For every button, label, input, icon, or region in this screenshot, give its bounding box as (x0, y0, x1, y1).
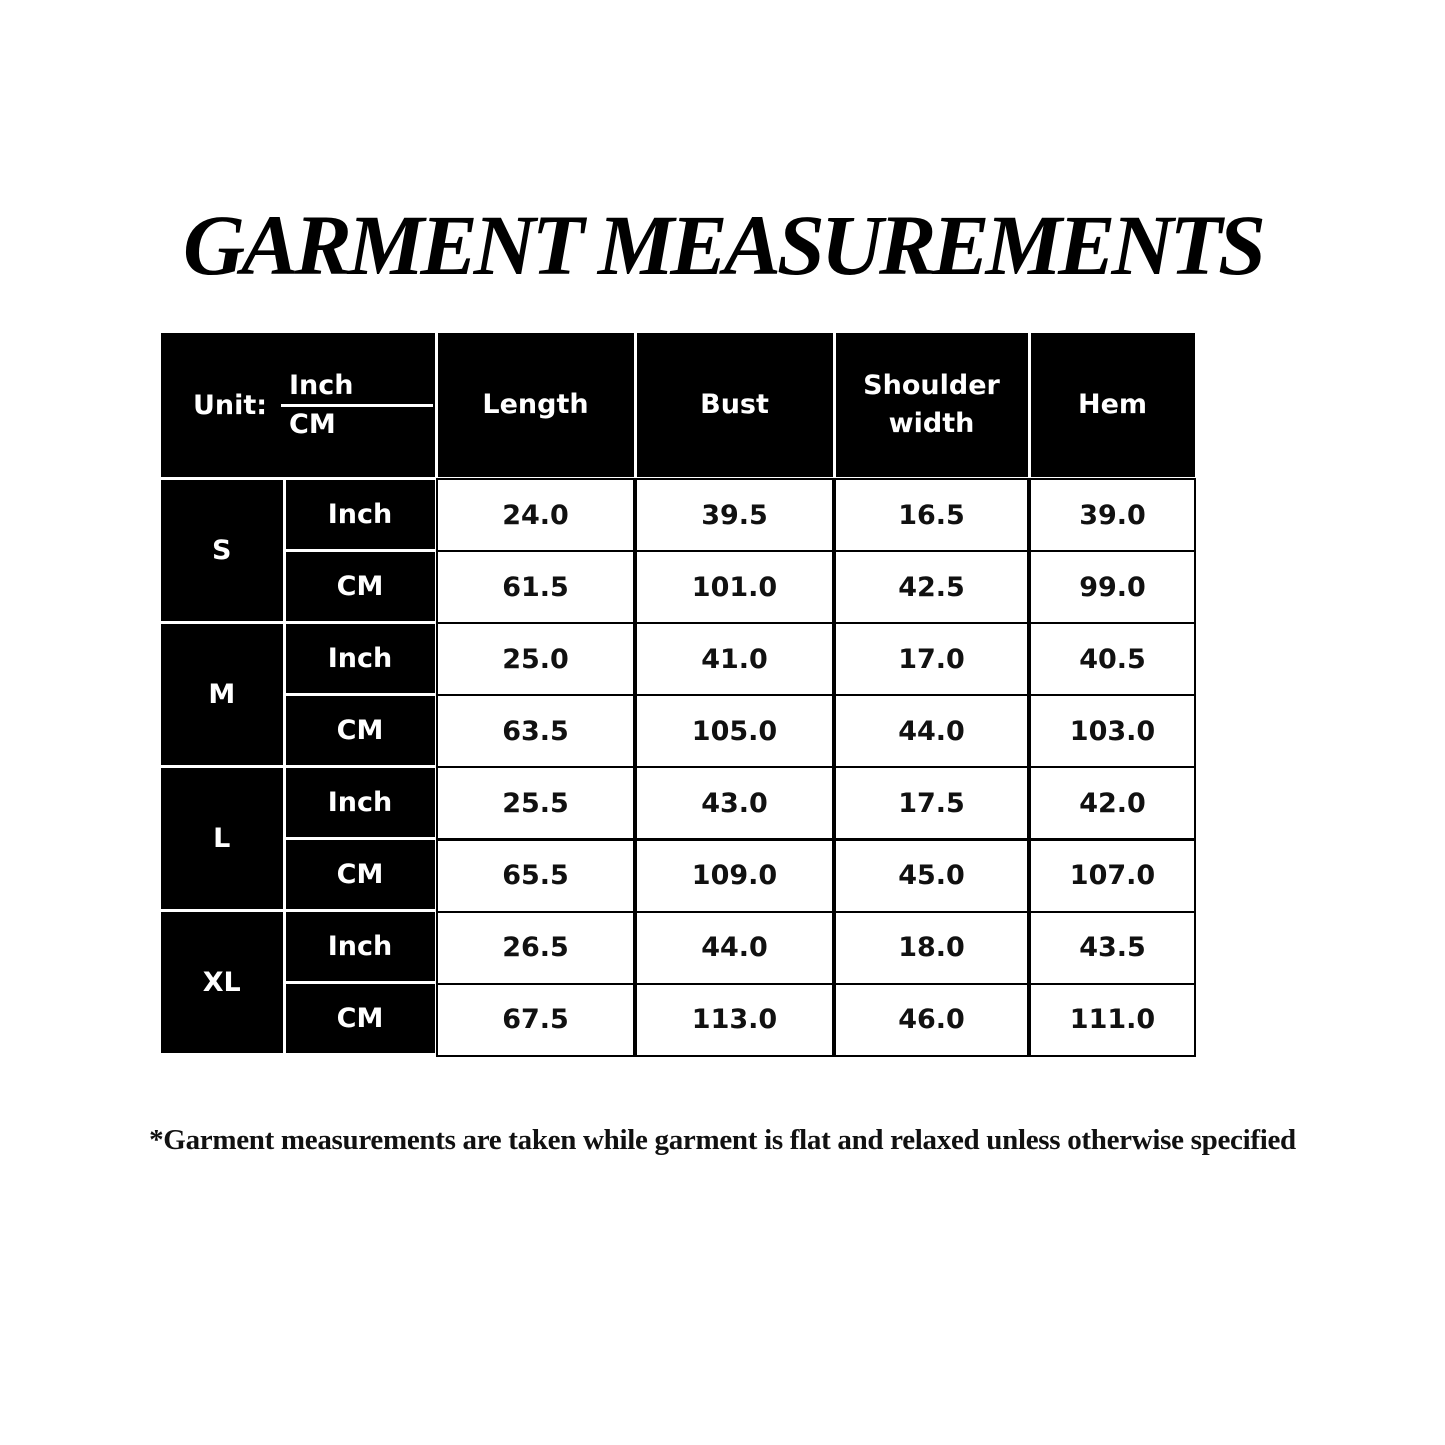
measurement: 65.5 (436, 838, 635, 913)
measurement: 109.0 (635, 838, 834, 913)
measurement: 17.0 (834, 622, 1029, 697)
column-header: Length (437, 333, 634, 477)
measurement: 43.0 (635, 766, 834, 841)
measurement: 39.5 (635, 478, 834, 553)
measurement: 99.0 (1029, 550, 1196, 625)
measurement: 25.0 (436, 622, 635, 697)
unit-label: CM (285, 695, 435, 765)
column-header: Shoulder width (835, 333, 1028, 477)
footnote: *Garment measurements are taken while ga… (149, 1124, 1296, 1156)
measurement: 26.5 (436, 910, 635, 985)
measurement: 44.0 (635, 910, 834, 985)
measurement: 41.0 (635, 622, 834, 697)
unit-top: Inch (289, 370, 354, 401)
measurement: 103.0 (1029, 694, 1196, 769)
unit-bottom: CM (289, 409, 336, 440)
column-header: Bust (636, 333, 833, 477)
unit-label: Inch (285, 767, 435, 837)
measurement: 46.0 (834, 982, 1029, 1057)
measurement: 63.5 (436, 694, 635, 769)
size-label: M (161, 623, 283, 765)
measurement: 111.0 (1029, 982, 1196, 1057)
measurement: 25.5 (436, 766, 635, 841)
measurement: 105.0 (635, 694, 834, 769)
unit-label: CM (285, 840, 435, 910)
unit-label: CM (285, 984, 435, 1054)
measurement: 107.0 (1029, 838, 1196, 913)
measurement: 39.0 (1029, 478, 1196, 553)
measurement: 16.5 (834, 478, 1029, 553)
unit-divider (281, 404, 433, 407)
column-header: Hem (1030, 333, 1195, 477)
title: GARMENT MEASUREMENTS (183, 197, 1266, 293)
unit-label: Inch (285, 623, 435, 693)
measurement: 101.0 (635, 550, 834, 625)
size-label: XL (161, 912, 283, 1054)
measurement: 17.5 (834, 766, 1029, 841)
size-label: S (161, 479, 283, 621)
unit-label: Inch (285, 479, 435, 549)
unit-label: Unit: (193, 390, 268, 421)
measurement: 45.0 (834, 838, 1029, 913)
measurement: 42.5 (834, 550, 1029, 625)
measurement: 43.5 (1029, 910, 1196, 985)
unit-label: CM (285, 551, 435, 621)
measurement: 67.5 (436, 982, 635, 1057)
measurement: 42.0 (1029, 766, 1196, 841)
unit-label: Inch (285, 912, 435, 982)
measurement: 24.0 (436, 478, 635, 553)
measurement: 44.0 (834, 694, 1029, 769)
measurement: 61.5 (436, 550, 635, 625)
measurement: 18.0 (834, 910, 1029, 985)
measurement: 40.5 (1029, 622, 1196, 697)
size-label: L (161, 767, 283, 910)
measurement: 113.0 (635, 982, 834, 1057)
